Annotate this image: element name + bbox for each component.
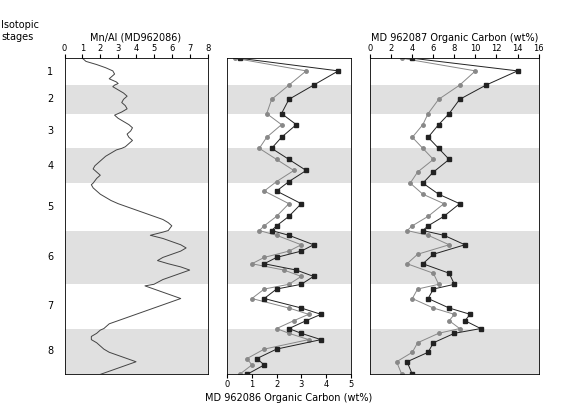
Text: 1: 1 [48, 67, 53, 77]
Bar [370, 85, 539, 114]
Bar [227, 329, 351, 374]
Bar [227, 149, 351, 183]
Bar [370, 230, 539, 284]
Bar [65, 329, 208, 374]
Bar [65, 114, 208, 149]
Bar [370, 329, 539, 374]
Bar [65, 85, 208, 114]
Bar [370, 114, 539, 149]
Bar [65, 58, 208, 85]
Bar [370, 284, 539, 329]
Text: 5: 5 [47, 202, 54, 212]
Text: 7: 7 [47, 302, 54, 312]
Text: 6: 6 [48, 253, 53, 262]
Bar [65, 284, 208, 329]
X-axis label: MD 962086 Organic Carbon (wt%): MD 962086 Organic Carbon (wt%) [205, 393, 373, 403]
Bar [370, 183, 539, 230]
Bar [65, 183, 208, 230]
Bar [227, 58, 351, 85]
Text: 3: 3 [48, 126, 53, 136]
X-axis label: MD 962087 Organic Carbon (wt%): MD 962087 Organic Carbon (wt%) [371, 33, 538, 43]
Text: 4: 4 [48, 161, 53, 171]
Text: 8: 8 [48, 347, 53, 357]
Bar [227, 85, 351, 114]
Bar [65, 149, 208, 183]
Bar [370, 58, 539, 85]
Bar [227, 183, 351, 230]
Text: 2: 2 [47, 94, 54, 104]
Text: Isotopic
stages: Isotopic stages [1, 20, 39, 42]
Bar [370, 149, 539, 183]
Bar [227, 230, 351, 284]
Bar [65, 230, 208, 284]
Bar [227, 114, 351, 149]
X-axis label: Mn/Al (MD962086): Mn/Al (MD962086) [90, 33, 182, 43]
Bar [227, 284, 351, 329]
